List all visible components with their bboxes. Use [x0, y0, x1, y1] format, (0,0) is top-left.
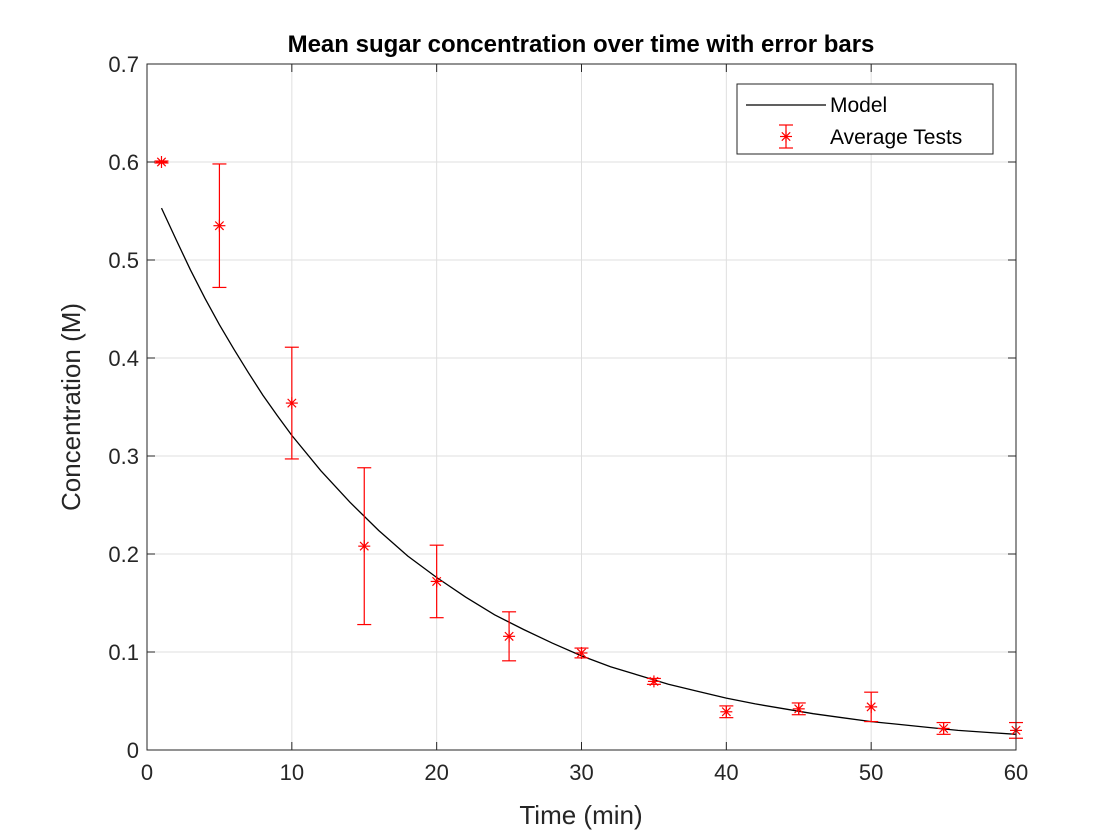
legend-box — [736, 83, 994, 155]
asterisk-marker — [575, 646, 588, 659]
asterisk-marker — [430, 575, 443, 588]
y-tick-label: 0.6 — [108, 150, 139, 175]
x-tick-label: 50 — [859, 760, 883, 785]
y-tick-label: 0.7 — [108, 52, 139, 77]
asterisk-marker — [720, 705, 733, 718]
y-tick-label: 0 — [127, 738, 139, 763]
legend-average-tests-symbol — [779, 124, 793, 149]
asterisk-marker — [155, 156, 168, 168]
x-tick-label: 20 — [424, 760, 448, 785]
error-bar-point — [936, 721, 951, 735]
error-bar-point — [864, 691, 879, 723]
legend: Model Average Tests — [736, 83, 994, 155]
error-bar-point — [646, 675, 661, 688]
asterisk-marker — [792, 702, 805, 715]
x-tick-label: 60 — [1004, 760, 1028, 785]
error-bar-point — [719, 705, 734, 719]
y-tick-label: 0.3 — [108, 444, 139, 469]
legend-average-tests-label: Average Tests — [830, 126, 962, 149]
asterisk-marker — [503, 630, 516, 643]
x-axis-label: Time (min) — [519, 800, 642, 830]
y-tick-label: 0.4 — [108, 346, 139, 371]
asterisk-marker — [647, 675, 660, 688]
x-tick-label: 0 — [141, 760, 153, 785]
x-tick-labels: 0 10 20 30 40 50 60 — [141, 760, 1028, 785]
error-bar-point — [429, 544, 444, 619]
error-bar-point — [574, 646, 589, 659]
y-tick-label: 0.5 — [108, 248, 139, 273]
model-line — [160, 207, 1017, 735]
asterisk-marker — [937, 722, 950, 735]
model-series — [160, 207, 1017, 735]
error-bar-point — [154, 156, 169, 168]
average-tests-series — [154, 156, 1023, 739]
error-bar-point — [791, 702, 806, 716]
x-tick-label: 10 — [280, 760, 304, 785]
error-bar-point — [212, 163, 227, 289]
asterisk-marker — [285, 397, 298, 410]
error-bar-point — [357, 467, 372, 626]
legend-model-label: Model — [830, 94, 887, 117]
y-tick-labels: 0 0.1 0.2 0.3 0.4 0.5 0.6 0.7 — [108, 52, 139, 763]
y-axis-label: Concentration (M) — [56, 303, 86, 511]
x-tick-label: 30 — [569, 760, 593, 785]
asterisk-marker — [213, 219, 226, 232]
axis-ticks — [146, 63, 1017, 751]
asterisk-marker — [865, 700, 878, 713]
y-tick-label: 0.1 — [108, 640, 139, 665]
x-tick-label: 40 — [714, 760, 738, 785]
error-bar-point — [284, 346, 299, 460]
asterisk-marker — [358, 540, 371, 553]
chart-title: Mean sugar concentration over time with … — [288, 31, 875, 58]
y-tick-label: 0.2 — [108, 542, 139, 567]
error-bar-point — [502, 611, 517, 662]
